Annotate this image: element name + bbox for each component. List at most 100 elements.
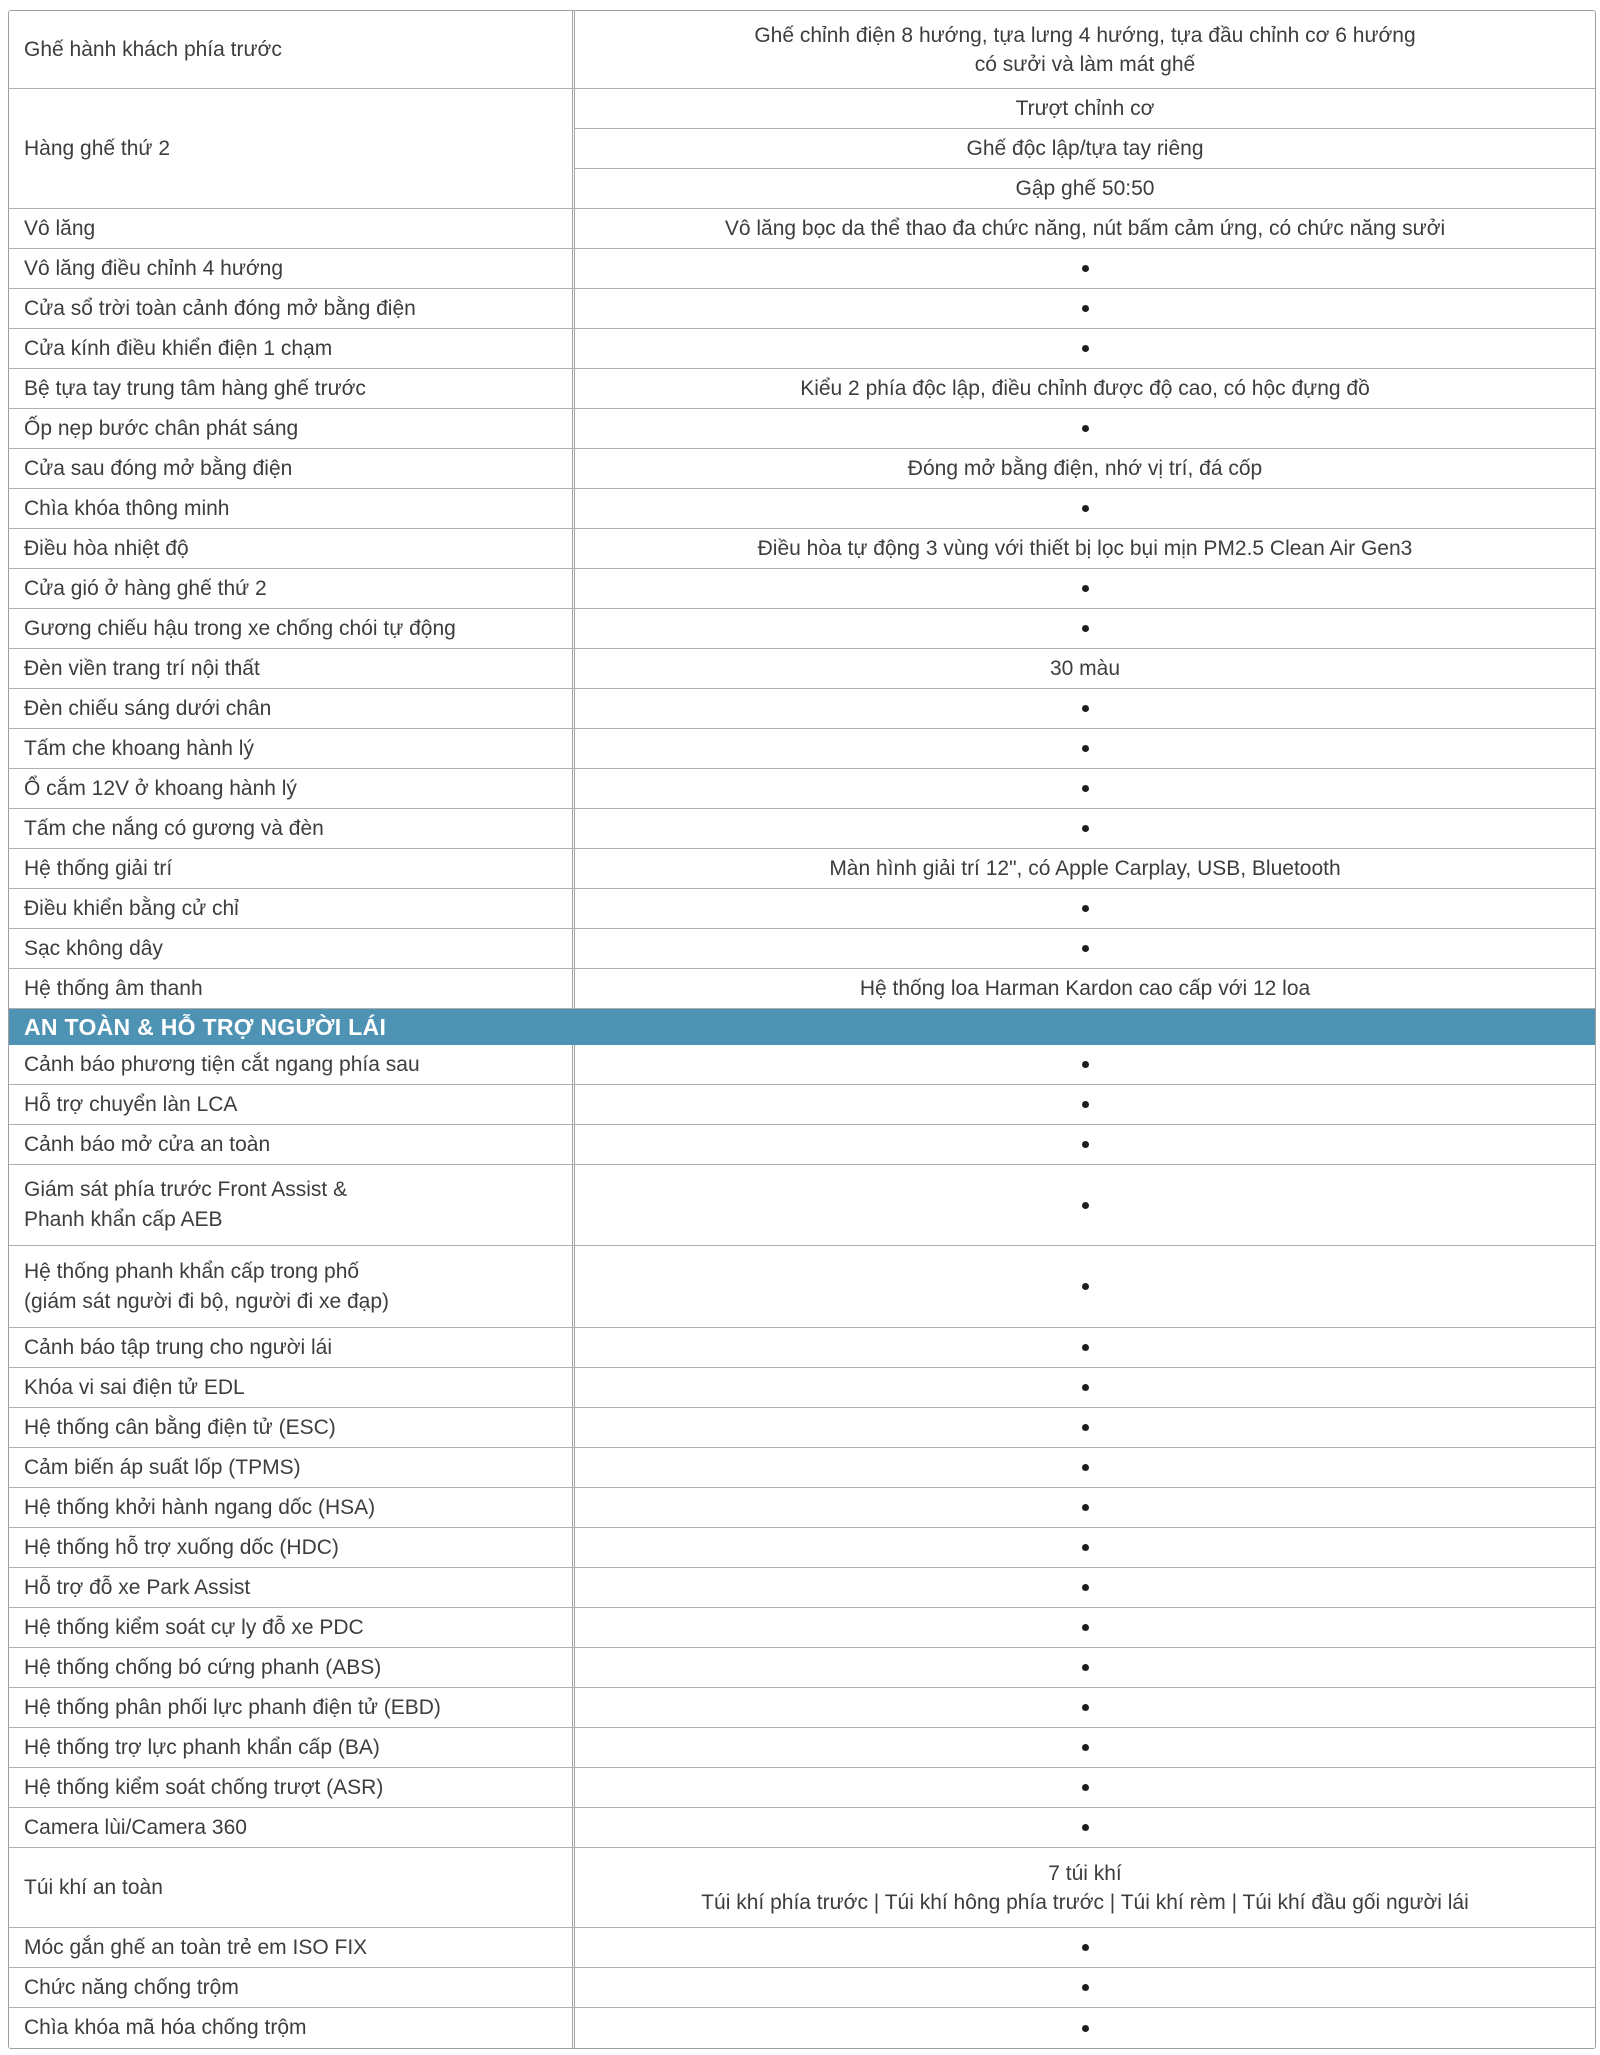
bullet-dot <box>1081 625 1089 632</box>
feature-label: Hàng ghế thứ 2 <box>9 89 575 208</box>
feature-label-line: Bệ tựa tay trung tâm hàng ghế trước <box>24 376 366 400</box>
feature-label-line: Ghế hành khách phía trước <box>24 37 282 61</box>
table-row: Bệ tựa tay trung tâm hàng ghế trước Kiểu … <box>9 369 1595 409</box>
feature-value <box>575 1608 1595 1647</box>
feature-value <box>575 689 1595 728</box>
table-row: Đèn chiếu sáng dưới chân <box>9 689 1595 729</box>
feature-label: Gương chiếu hậu trong xe chống chói tự đ… <box>9 609 575 648</box>
feature-label-line: Cảnh báo mở cửa an toàn <box>24 1132 271 1156</box>
feature-value <box>575 1648 1595 1687</box>
feature-label: Hệ thống phanh khẩn cấp trong phố (giám s… <box>9 1246 575 1327</box>
feature-label: Hệ thống khởi hành ngang dốc (HSA) <box>9 1488 575 1527</box>
feature-label-line: Hỗ trợ chuyển làn LCA <box>24 1092 238 1116</box>
feature-value: Kiểu 2 phía độc lập, điều chỉnh được độ … <box>575 369 1595 408</box>
feature-label-line: Hệ thống cân bằng điện tử (ESC) <box>24 1415 336 1439</box>
feature-value <box>575 489 1595 528</box>
bullet-dot <box>1081 1101 1089 1108</box>
bullet-dot <box>1081 1664 1089 1671</box>
bullet-dot <box>1081 425 1089 432</box>
feature-value <box>575 1125 1595 1164</box>
feature-label: Hỗ trợ đỗ xe Park Assist <box>9 1568 575 1607</box>
feature-label: Hệ thống kiểm soát chống trượt (ASR) <box>9 1768 575 1807</box>
feature-label-line: Ốp nẹp bước chân phát sáng <box>24 416 299 440</box>
bullet-dot <box>1081 1704 1089 1711</box>
feature-value <box>575 249 1595 288</box>
feature-value-group: Trượt chỉnh cơ Ghế độc lập/tựa tay riêng G… <box>575 89 1595 208</box>
feature-label: Hệ thống trợ lực phanh khẩn cấp (BA) <box>9 1728 575 1767</box>
feature-value <box>575 1688 1595 1727</box>
feature-label-line: Đèn chiếu sáng dưới chân <box>24 696 272 720</box>
feature-label-line: Cảnh báo phương tiện cắt ngang phía sau <box>24 1052 420 1076</box>
feature-label-line: Chìa khóa mã hóa chống trộm <box>24 2016 307 2039</box>
feature-label-line: Cảm biến áp suất lốp (TPMS) <box>24 1455 301 1479</box>
feature-label: Hệ thống phân phối lực phanh điện tử (EB… <box>9 1688 575 1727</box>
feature-label-line: Cửa sau đóng mở bằng điện <box>24 456 293 480</box>
table-row: Cảnh báo tập trung cho người lái <box>9 1328 1595 1368</box>
feature-value <box>575 889 1595 928</box>
feature-value <box>575 409 1595 448</box>
bullet-dot <box>1081 265 1089 272</box>
feature-value: Ghế chỉnh điện 8 hướng, tựa lưng 4 hướng… <box>575 11 1595 88</box>
table-row: Tấm che nắng có gương và đèn <box>9 809 1595 849</box>
feature-label: Cảnh báo phương tiện cắt ngang phía sau <box>9 1045 575 1084</box>
feature-value-line: Ghế chỉnh điện 8 hướng, tựa lưng 4 hướng… <box>754 23 1416 47</box>
feature-label: Camera lùi/Camera 360 <box>9 1808 575 1847</box>
bullet-dot <box>1081 1201 1089 1209</box>
feature-value <box>575 569 1595 608</box>
feature-label-line: Vô lăng <box>24 216 96 240</box>
feature-label-line: Hệ thống âm thanh <box>24 976 203 1000</box>
feature-label: Vô lăng điều chỉnh 4 hướng <box>9 249 575 288</box>
table-row: Ổ cắm 12V ở khoang hành lý <box>9 769 1595 809</box>
feature-value <box>575 1488 1595 1527</box>
feature-label-line: Điều khiển bằng cử chỉ <box>24 896 239 920</box>
feature-value: Gập ghế 50:50 <box>1015 176 1155 200</box>
table-row: Camera lùi/Camera 360 <box>9 1808 1595 1848</box>
table-row: Chìa khóa mã hóa chống trộm <box>9 2008 1595 2048</box>
table-row: Điều hòa nhiệt độ Điều hòa tự động 3 vùng… <box>9 529 1595 569</box>
table-row: Sạc không dây <box>9 929 1595 969</box>
feature-label: Hỗ trợ chuyển làn LCA <box>9 1085 575 1124</box>
feature-value: Điều hòa tự động 3 vùng với thiết bị lọc… <box>575 529 1595 568</box>
feature-label-line: Gương chiếu hậu trong xe chống chói tự đ… <box>24 616 456 640</box>
bullet-dot <box>1081 1504 1089 1511</box>
feature-label-line: Hệ thống phân phối lực phanh điện tử (EB… <box>24 1695 441 1719</box>
feature-label: Cảm biến áp suất lốp (TPMS) <box>9 1448 575 1487</box>
bullet-dot <box>1081 1784 1089 1791</box>
table-row: Túi khí an toàn 7 túi khí Túi khí phía trư… <box>9 1848 1595 1928</box>
table-row: Hệ thống kiểm soát cự ly đỗ xe PDC <box>9 1608 1595 1648</box>
feature-label: Điều hòa nhiệt độ <box>9 529 575 568</box>
feature-value-line: Màn hình giải trí 12", có Apple Carplay,… <box>829 857 1341 880</box>
bullet-dot <box>1081 2024 1089 2032</box>
bullet-dot <box>1081 585 1089 592</box>
table-row: Cửa sổ trời toàn cảnh đóng mở bằng điện <box>9 289 1595 329</box>
section-header: AN TOÀN & HỖ TRỢ NGƯỜI LÁI <box>9 1009 1595 1045</box>
feature-label-line: Sạc không dây <box>24 936 163 960</box>
table-row: Giám sát phía trước Front Assist & Phanh … <box>9 1165 1595 1246</box>
feature-label-line: Hệ thống hỗ trợ xuống dốc (HDC) <box>24 1535 339 1559</box>
feature-value: Đóng mở bằng điện, nhớ vị trí, đá cốp <box>575 449 1595 488</box>
feature-value-line: Hệ thống loa Harman Kardon cao cấp với 1… <box>859 977 1311 1000</box>
feature-label-line: Cửa kính điều khiển điện 1 chạm <box>24 336 333 360</box>
feature-value <box>575 1045 1595 1084</box>
bullet-dot <box>1081 1344 1089 1351</box>
feature-label-line: Camera lùi/Camera 360 <box>24 1815 247 1839</box>
bullet-dot <box>1081 745 1089 752</box>
table-row: Cửa sau đóng mở bằng điện Đóng mở bằng đi… <box>9 449 1595 489</box>
bullet-dot <box>1081 1984 1089 1991</box>
feature-label: Bệ tựa tay trung tâm hàng ghế trước <box>9 369 575 408</box>
feature-value: Màn hình giải trí 12", có Apple Carplay,… <box>575 849 1595 888</box>
feature-value <box>575 1246 1595 1327</box>
table-row: Cảm biến áp suất lốp (TPMS) <box>9 1448 1595 1488</box>
bullet-dot <box>1081 905 1089 912</box>
feature-label-line: Đèn viền trang trí nội thất <box>24 656 260 680</box>
feature-value <box>575 1328 1595 1367</box>
bullet-dot <box>1081 1283 1089 1290</box>
feature-label-line: Hỗ trợ đỗ xe Park Assist <box>24 1575 251 1599</box>
feature-label: Sạc không dây <box>9 929 575 968</box>
bullet-dot <box>1081 705 1089 712</box>
feature-value: 30 màu <box>575 649 1595 688</box>
table-row: Hệ thống kiểm soát chống trượt (ASR) <box>9 1768 1595 1808</box>
bullet-dot <box>1081 1141 1089 1148</box>
bullet-dot <box>1081 345 1089 352</box>
feature-label: Chức năng chống trộm <box>9 1968 575 2007</box>
